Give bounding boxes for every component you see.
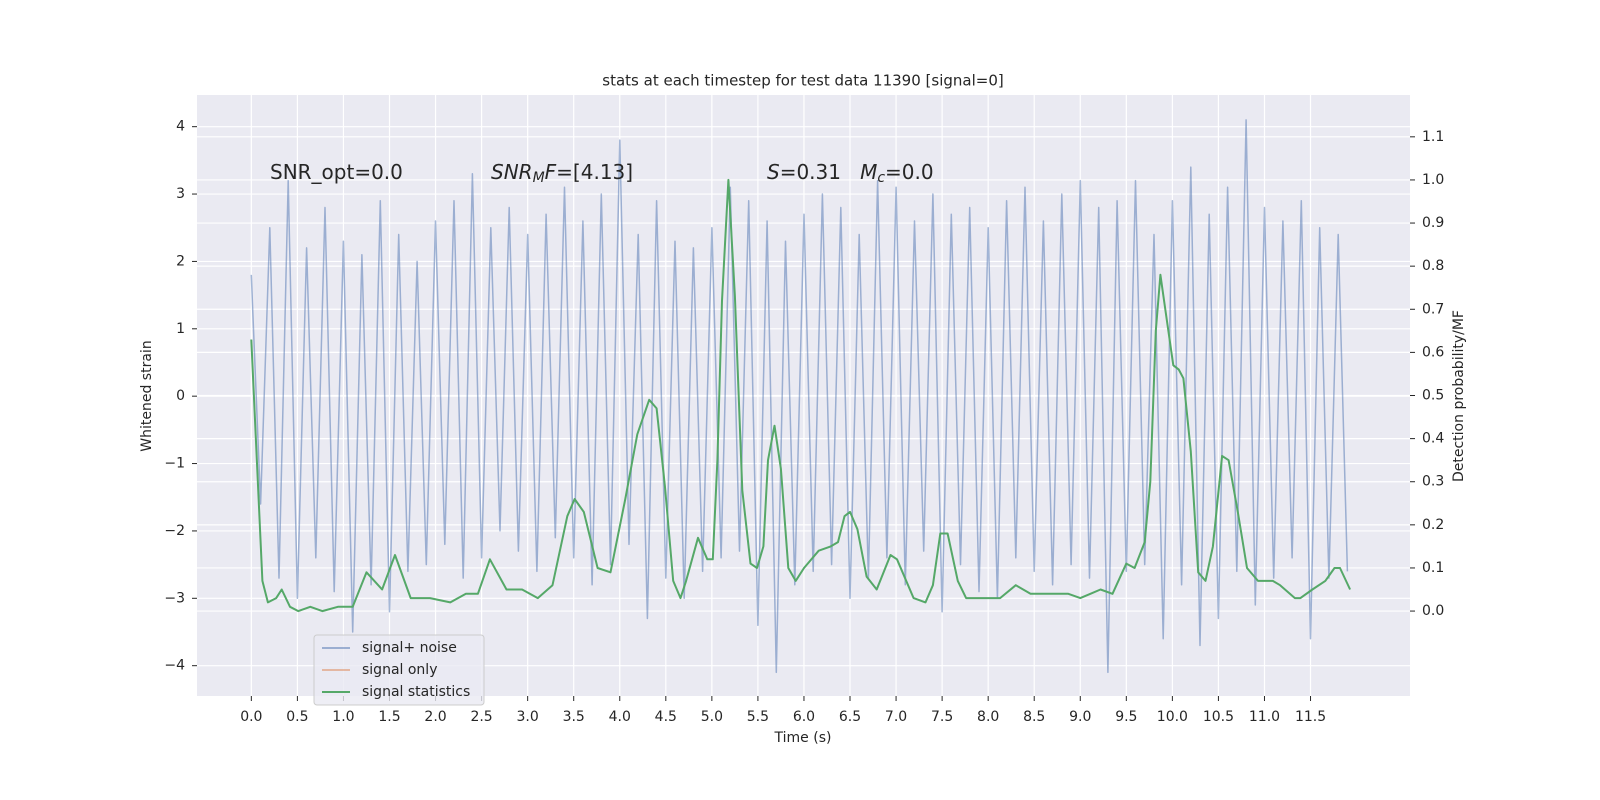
x-tick-label: 11.0 [1249, 709, 1280, 725]
y-tick-label: −3 [164, 590, 185, 606]
y-axis-label: Whitened strain [139, 340, 155, 451]
y2-tick-label: 0.4 [1422, 431, 1444, 447]
x-tick-label: 0.5 [286, 709, 308, 725]
x-tick-label: 9.5 [1115, 709, 1137, 725]
y-tick-label: 4 [176, 119, 185, 135]
y2-tick-label: 0.7 [1422, 301, 1444, 317]
annotation: SNR_opt=0.0 [270, 160, 403, 184]
y2-tick-label: 0.2 [1422, 517, 1444, 533]
x-tick-label: 0.0 [240, 709, 262, 725]
x-tick-label: 2.5 [470, 709, 492, 725]
y2-tick-label: 0.3 [1422, 474, 1444, 490]
x-tick-label: 8.5 [1023, 709, 1045, 725]
annotation-part: =0.31 [780, 160, 860, 184]
annotation-part: SNR_opt=0.0 [270, 160, 403, 184]
y2-tick-label: 0.5 [1422, 388, 1444, 404]
x-tick-label: 10.5 [1203, 709, 1234, 725]
x-tick-label: 6.5 [839, 709, 861, 725]
y2-axis-label: Detection probability/MF [1451, 310, 1467, 482]
legend-label: signal statistics [362, 684, 470, 700]
legend-label: signal+ noise [362, 640, 457, 656]
annotation-part: M [860, 160, 877, 184]
x-tick-label: 11.5 [1295, 709, 1326, 725]
x-tick-label: 9.0 [1069, 709, 1091, 725]
x-tick-label: 6.0 [793, 709, 815, 725]
x-tick-label: 3.5 [563, 709, 585, 725]
y2-tick-label: 1.0 [1422, 172, 1444, 188]
x-tick-label: 5.5 [747, 709, 769, 725]
legend-label: signal only [362, 662, 437, 678]
legend-box [313, 634, 485, 706]
y2-tick-label: 0.0 [1422, 603, 1444, 619]
annotation: SNRMF=[4.13] [491, 160, 633, 187]
annotation: S=0.31 Mc=0.0 [767, 160, 934, 187]
series-line [250, 119, 1349, 674]
x-tick-label: 4.0 [609, 709, 631, 725]
x-tick-label: 4.5 [655, 709, 677, 725]
annotation-part: =0.0 [885, 160, 934, 184]
x-tick-label: 7.0 [885, 709, 907, 725]
annotation-part: S [767, 160, 780, 184]
x-tick-label: 8.0 [977, 709, 999, 725]
y2-tick-label: 0.6 [1422, 344, 1444, 360]
x-tick-label: 1.0 [332, 709, 354, 725]
y2-tick-label: 0.9 [1422, 215, 1444, 231]
y-tick-label: −4 [164, 658, 185, 674]
x-tick-label: 3.0 [517, 709, 539, 725]
annotation-part: M [533, 170, 545, 186]
annotation-part: SNR [491, 160, 533, 184]
y2-tick-label: 0.1 [1422, 560, 1444, 576]
y-tick-label: 0 [176, 388, 185, 404]
series-line [250, 178, 1352, 613]
x-tick-label: 10.0 [1157, 709, 1188, 725]
x-tick-label: 1.5 [378, 709, 400, 725]
x-axis-label: Time (s) [774, 730, 832, 746]
y2-tick-label: 0.8 [1422, 258, 1444, 274]
annotation-part: =[4.13] [556, 160, 633, 184]
y-tick-label: −2 [164, 523, 185, 539]
y-tick-label: 2 [176, 253, 185, 269]
annotation-part: F [545, 160, 557, 184]
y-tick-label: 1 [176, 321, 185, 337]
chart-title: stats at each timestep for test data 113… [602, 72, 1003, 90]
y-tick-label: 3 [176, 186, 185, 202]
y-tick-label: −1 [164, 456, 185, 472]
x-tick-label: 2.0 [424, 709, 446, 725]
x-tick-label: 7.5 [931, 709, 953, 725]
annotation-part: c [877, 170, 885, 186]
x-tick-label: 5.0 [701, 709, 723, 725]
y2-tick-label: 1.1 [1422, 129, 1444, 145]
